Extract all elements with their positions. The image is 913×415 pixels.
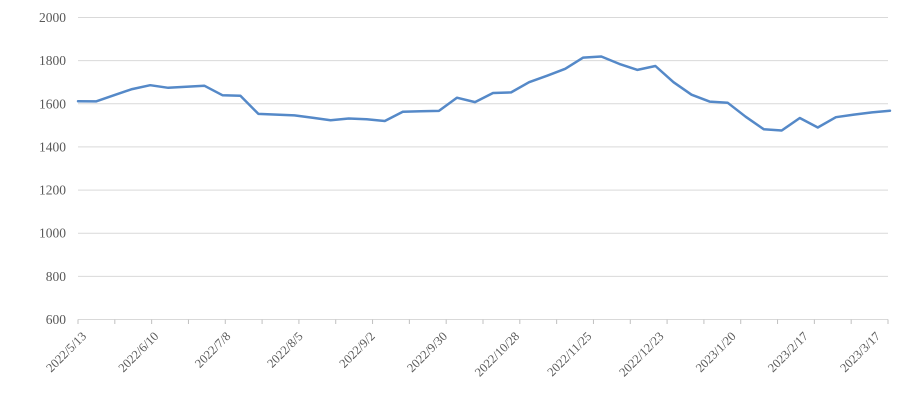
x-tick-label: 2022/8/5 bbox=[264, 329, 305, 370]
x-tick-label: 2022/5/13 bbox=[43, 329, 89, 375]
y-tick-label: 1000 bbox=[39, 226, 66, 241]
y-tick-label: 800 bbox=[46, 269, 67, 284]
y-tick-label: 1800 bbox=[39, 53, 66, 68]
x-tick-label: 2022/6/10 bbox=[116, 329, 162, 375]
x-tick-label: 2022/11/25 bbox=[545, 329, 595, 379]
x-axis-labels: 2022/5/13 2022/6/10 2022/7/8 2022/8/5 2022/9… bbox=[43, 329, 883, 379]
y-tick-label: 1400 bbox=[39, 139, 66, 154]
x-tick-label: 2022/12/23 bbox=[616, 329, 666, 379]
y-tick-label: 1600 bbox=[39, 96, 66, 111]
x-tick-label: 2022/9/2 bbox=[336, 329, 377, 370]
x-axis-ticks bbox=[77, 319, 889, 324]
y-tick-label: 2000 bbox=[39, 10, 66, 25]
gridlines bbox=[78, 17, 888, 320]
y-axis-labels: 600 800 1000 1200 1400 1600 1800 2000 bbox=[39, 10, 66, 327]
y-tick-label: 600 bbox=[46, 312, 67, 327]
x-tick-label: 2022/9/30 bbox=[404, 329, 450, 375]
x-tick-label: 2023/1/20 bbox=[693, 329, 739, 375]
data-line bbox=[76, 55, 892, 132]
x-tick-label: 2023/2/17 bbox=[765, 329, 811, 375]
x-tick-label: 2022/7/8 bbox=[192, 329, 233, 370]
data-series bbox=[76, 55, 892, 132]
y-tick-label: 1200 bbox=[39, 183, 66, 198]
x-tick-label: 2022/10/28 bbox=[472, 329, 522, 379]
x-tick-label: 2023/3/17 bbox=[837, 329, 883, 375]
